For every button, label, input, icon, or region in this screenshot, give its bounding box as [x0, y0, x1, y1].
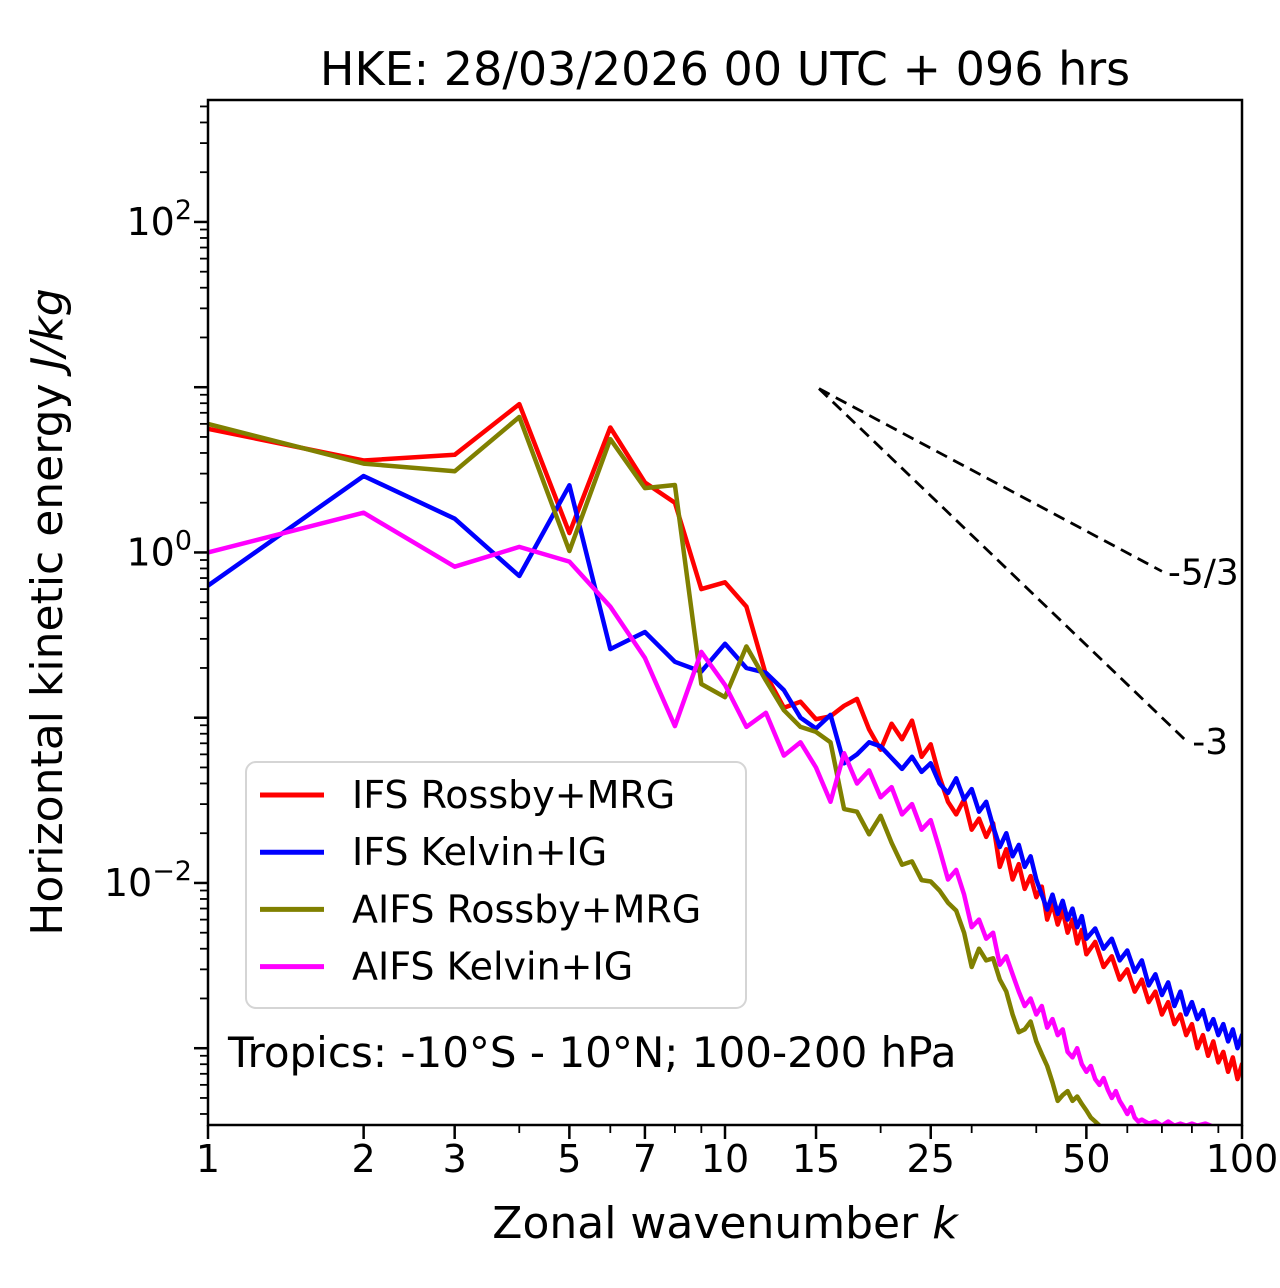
x-axis-label: Zonal wavenumber k	[492, 1198, 959, 1249]
x-axis-label-math: k	[932, 1198, 959, 1249]
y-axis-label-math: J/kg	[22, 288, 73, 377]
y-tick-label: 10−2	[104, 856, 192, 905]
y-tick-label-exponent: 0	[175, 525, 192, 556]
series-line-aifs-rossby-mrg	[208, 414, 1102, 1125]
reference-line-label-3: -3	[1192, 722, 1228, 763]
y-tick-label: 100	[126, 525, 192, 574]
y-axis-label-text: Horizontal kinetic energy	[22, 369, 73, 935]
reference-line-label-5-3: -5/3	[1168, 552, 1239, 593]
series-line-aifs-kelvin-ig	[208, 510, 1213, 1125]
legend: IFS Rossby+MRG IFS Kelvin+IG AIFS Rossby+M…	[245, 761, 747, 1009]
legend-label-aifs-kelvin-ig: AIFS Kelvin+IG	[352, 945, 633, 989]
y-tick-label-base: 10	[104, 861, 152, 905]
chart-title: HKE: 28/03/2026 00 UTC + 096 hrs	[320, 42, 1130, 96]
x-tick-label: 2	[352, 1137, 376, 1181]
x-tick-label: 50	[1062, 1137, 1110, 1181]
x-tick-label: 7	[633, 1137, 657, 1181]
y-tick-label-exponent: −2	[152, 856, 192, 887]
x-axis-label-text: Zonal wavenumber	[492, 1198, 932, 1249]
y-tick-label-base: 10	[126, 200, 174, 244]
legend-label-ifs-rossby-mrg: IFS Rossby+MRG	[352, 773, 675, 817]
legend-label-aifs-rossby-mrg: AIFS Rossby+MRG	[352, 887, 701, 931]
axes-spines	[206, 98, 1244, 1127]
x-tick-label: 5	[557, 1137, 581, 1181]
x-tick-label: 15	[792, 1137, 840, 1181]
region-annotation: Tropics: -10°S - 10°N; 100-200 hPa	[227, 1028, 956, 1077]
y-tick-label: 102	[126, 195, 192, 244]
x-tick-label: 10	[701, 1137, 749, 1181]
y-tick-label-exponent: 2	[175, 195, 192, 226]
y-tick-label-base: 10	[126, 530, 174, 574]
legend-box	[245, 761, 747, 1009]
x-tick-label: 1	[196, 1137, 220, 1181]
y-axis-label: Horizontal kinetic energy J/kg	[22, 288, 73, 935]
x-tick-label: 3	[443, 1137, 467, 1181]
series-line-ifs-rossby-mrg	[208, 401, 1242, 1082]
legend-label-ifs-kelvin-ig: IFS Kelvin+IG	[352, 830, 607, 874]
x-tick-label: 25	[907, 1137, 955, 1181]
reference-line-3	[818, 387, 1188, 742]
x-tick-label: 100	[1206, 1137, 1279, 1181]
reference-line-5-3	[818, 387, 1163, 573]
series-line-ifs-kelvin-ig	[208, 473, 1242, 1051]
